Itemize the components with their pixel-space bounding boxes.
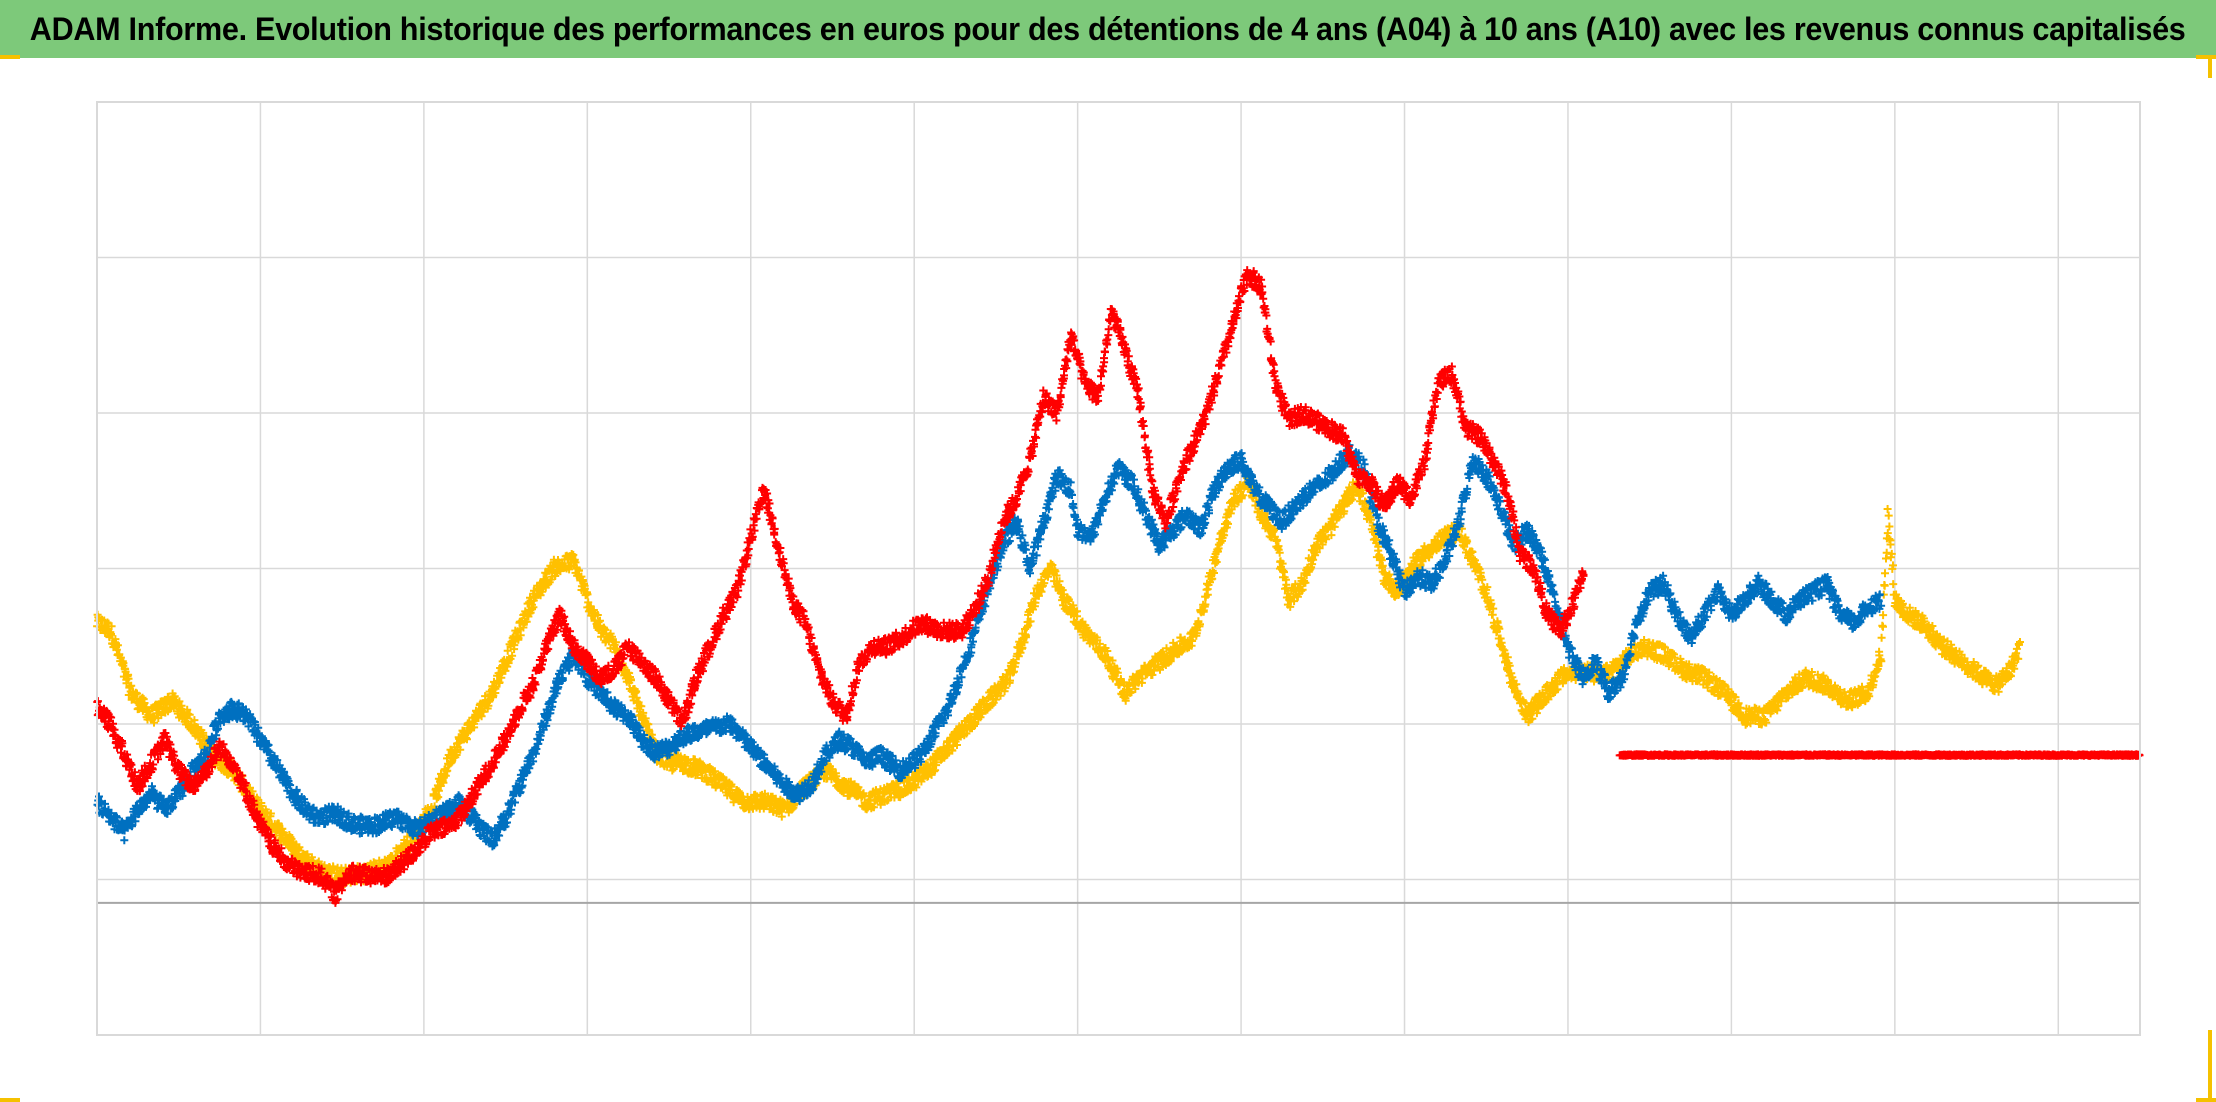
frame-corner-left	[0, 55, 20, 59]
frame-corner-right	[2196, 55, 2216, 59]
gridlines	[97, 101, 2140, 1036]
chart-marks	[93, 266, 2144, 907]
frame-corner-bottom-left	[0, 1098, 20, 1102]
plot-border	[96, 101, 2141, 1036]
chart-title-bar: ADAM Informe. Evolution historique des p…	[0, 0, 2216, 58]
series-2-points	[93, 441, 1886, 851]
series-4	[1615, 750, 2144, 760]
series-2	[93, 441, 1886, 851]
frame-edge-right-bottom	[2208, 1030, 2212, 1100]
frame-corner-bottom-right	[2196, 1098, 2216, 1102]
series-4-points	[1615, 750, 2144, 760]
chart-title: ADAM Informe. Evolution historique des p…	[30, 10, 2186, 47]
frame-edge-right-top	[2208, 58, 2212, 78]
